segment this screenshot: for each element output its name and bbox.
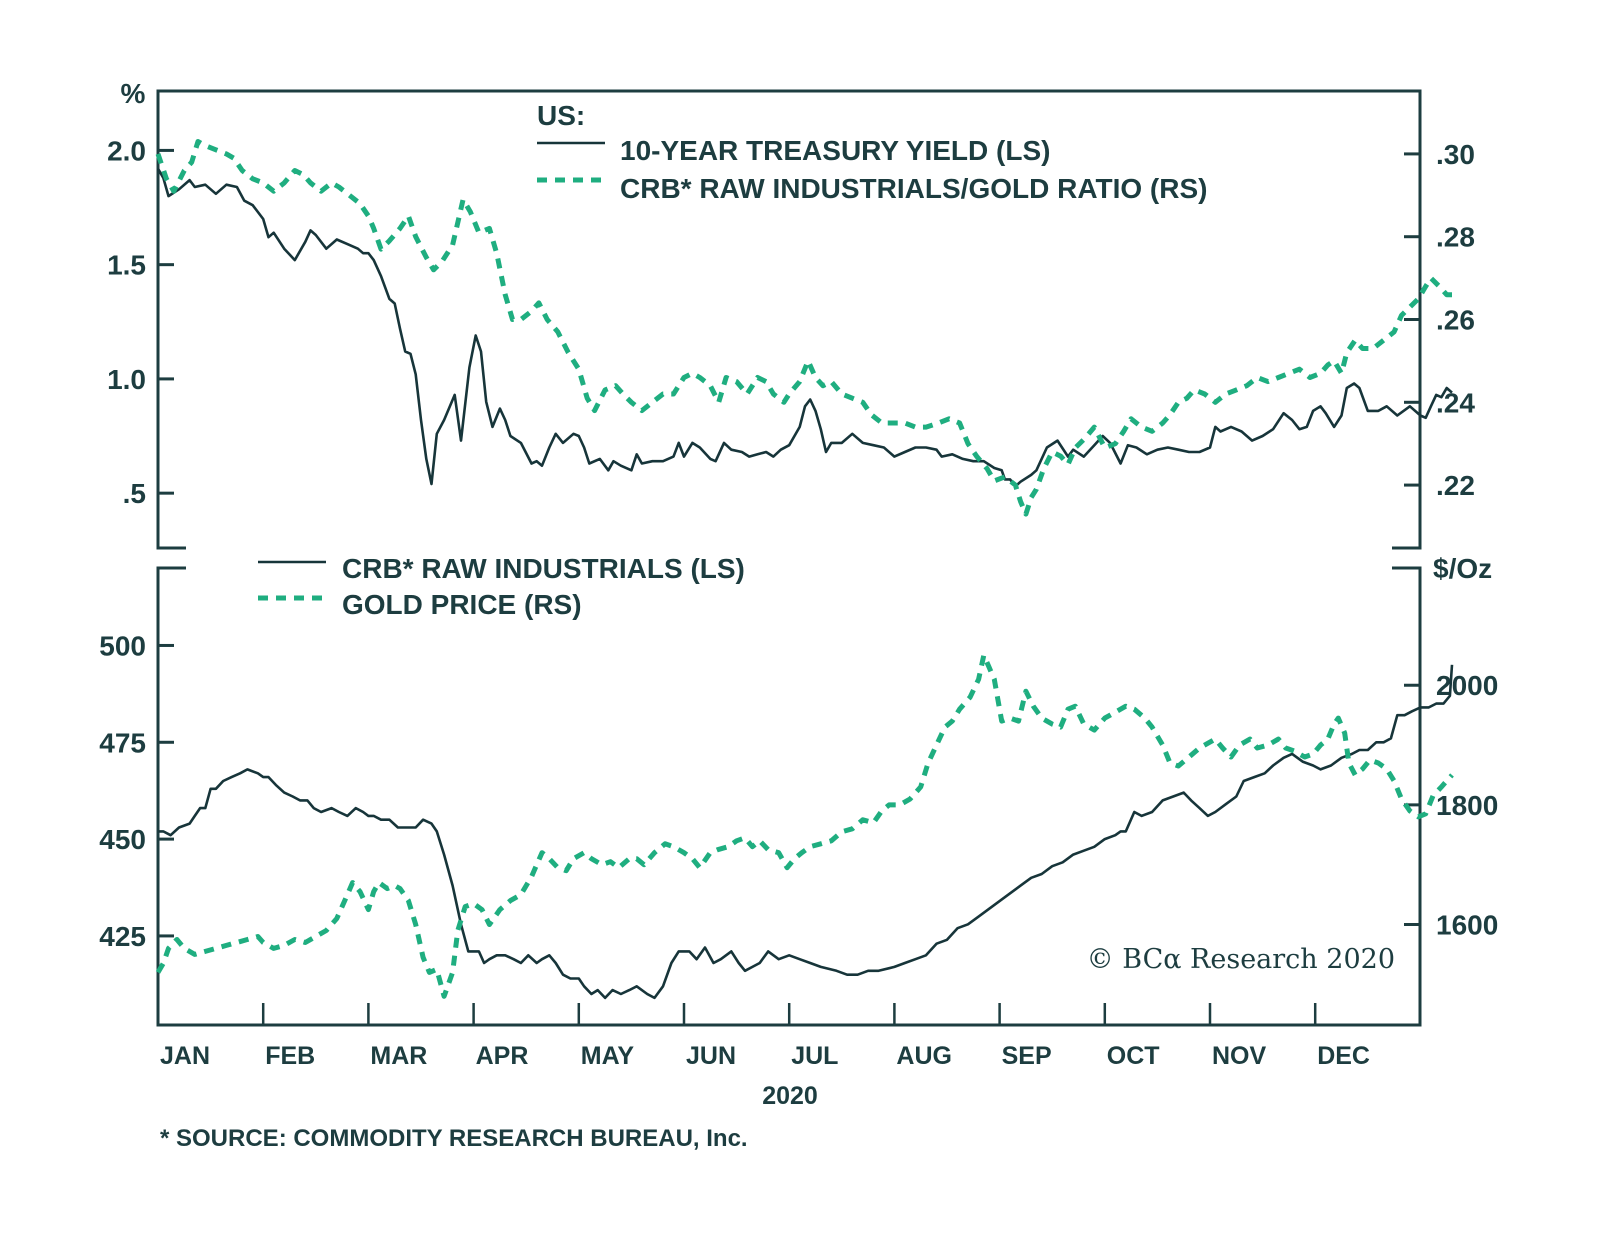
legend-label-crb-gold-ratio: CRB* RAW INDUSTRIALS/GOLD RATIO (RS) xyxy=(620,173,1207,204)
source-footnote: * SOURCE: COMMODITY RESEARCH BUREAU, Inc… xyxy=(160,1125,748,1152)
bottom-left-tick-label: 425 xyxy=(99,921,146,952)
bottom-left-axis: 500 475 450 425 xyxy=(99,630,174,952)
bottom-legend: CRB* RAW INDUSTRIALS (LS) GOLD PRICE (RS… xyxy=(258,553,745,620)
series-line-gold-price-rs xyxy=(155,652,1454,999)
top-right-tick-label: .30 xyxy=(1436,139,1475,170)
x-tick-label-feb: FEB xyxy=(265,1042,315,1070)
series-line-crb-raw-industrials-gold-ratio-rs xyxy=(155,139,1452,517)
x-tick-label-may: MAY xyxy=(581,1042,635,1070)
top-panel: % 2.0 1.5 1.0 .5 .30 .28 .26 .24 .22 US: 10-YEA… xyxy=(107,78,1475,550)
top-right-tick-label: .24 xyxy=(1436,387,1475,418)
series-line-10-year-treasury-yield-ls xyxy=(156,168,1453,488)
top-series-group xyxy=(155,139,1453,517)
x-tick-label-mar: MAR xyxy=(370,1042,427,1070)
bottom-right-axis: 2000 1800 1600 xyxy=(1404,670,1498,941)
legend-label-gold-price: GOLD PRICE (RS) xyxy=(342,589,582,620)
right-axis-unit: $/Oz xyxy=(1433,553,1492,584)
x-tick-label-jan: JAN xyxy=(160,1042,210,1070)
bottom-panel: $/Oz 500 475 450 425 2000 1800 1600 CRB* RAW … xyxy=(99,553,1498,1027)
top-legend: US: 10-YEAR TREASURY YIELD (LS) CRB* RAW… xyxy=(537,100,1207,204)
x-tick-label-oct: OCT xyxy=(1107,1042,1160,1070)
x-tick-label-jul: JUL xyxy=(791,1042,838,1070)
bottom-right-tick-label: 1600 xyxy=(1436,910,1498,941)
top-left-tick-label: 2.0 xyxy=(107,135,146,166)
legend-header: US: xyxy=(537,100,585,131)
x-tick-label-jun: JUN xyxy=(686,1042,736,1070)
bottom-right-tick-label: 1800 xyxy=(1436,790,1498,821)
legend-label-crb-raw-industrials: CRB* RAW INDUSTRIALS (LS) xyxy=(342,553,745,584)
bottom-right-tick-label: 2000 xyxy=(1436,670,1498,701)
x-tick-label-apr: APR xyxy=(476,1042,529,1070)
top-panel-frame xyxy=(156,89,1422,550)
copyright-notice: © BCα Research 2020 xyxy=(1087,944,1395,975)
top-left-tick-label: 1.0 xyxy=(107,364,146,395)
bottom-left-tick-label: 500 xyxy=(99,630,146,661)
series-line-crb-raw-industrials-ls xyxy=(158,664,1454,1000)
x-axis: JAN FEB MAR APR MAY JUN JUL AUG SEP OCT NOV DEC xyxy=(160,1003,1370,1070)
left-axis-unit: % xyxy=(121,78,146,109)
x-tick-label-aug: AUG xyxy=(896,1042,952,1070)
x-axis-year: 2020 xyxy=(762,1082,818,1110)
top-right-axis: .30 .28 .26 .24 .22 xyxy=(1404,139,1475,501)
bottom-left-tick-label: 450 xyxy=(99,824,146,855)
top-right-tick-label: .26 xyxy=(1436,305,1475,336)
top-right-tick-label: .22 xyxy=(1436,470,1475,501)
bottom-series-group xyxy=(155,652,1454,1000)
x-tick-label-nov: NOV xyxy=(1212,1042,1267,1070)
top-left-axis: 2.0 1.5 1.0 .5 xyxy=(107,135,174,509)
bottom-left-tick-label: 475 xyxy=(99,727,146,758)
legend-label-treasury-yield: 10-YEAR TREASURY YIELD (LS) xyxy=(620,135,1050,166)
x-tick-label-dec: DEC xyxy=(1317,1042,1370,1070)
top-right-tick-label: .28 xyxy=(1436,222,1475,253)
top-left-tick-label: 1.5 xyxy=(107,250,146,281)
x-tick-label-sep: SEP xyxy=(1002,1042,1052,1070)
top-left-tick-label: .5 xyxy=(123,478,146,509)
